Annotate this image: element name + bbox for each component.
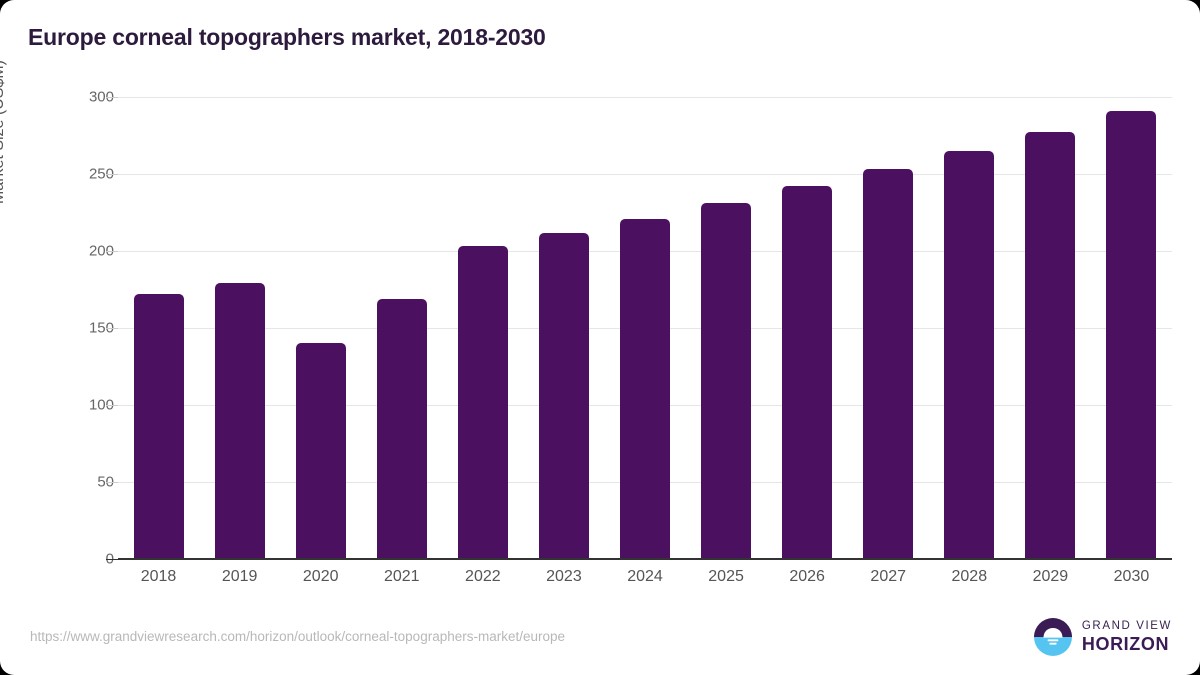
y-tick-label: 50 bbox=[97, 473, 114, 491]
logo-top-line: GRAND VIEW bbox=[1081, 619, 1172, 632]
x-tick-label: 2019 bbox=[221, 568, 258, 585]
bar[interactable] bbox=[457, 246, 508, 559]
bar[interactable] bbox=[133, 294, 184, 559]
x-tick-label: 2029 bbox=[1032, 568, 1069, 585]
bar[interactable] bbox=[214, 283, 265, 559]
y-tick-mark bbox=[106, 251, 118, 252]
x-tick-label: 2020 bbox=[302, 568, 339, 585]
x-tick-label: 2025 bbox=[708, 568, 744, 585]
y-tick-mark bbox=[106, 174, 118, 175]
y-tick-mark bbox=[106, 328, 118, 329]
x-tick-label: 2026 bbox=[789, 568, 825, 585]
y-tick-mark bbox=[106, 97, 118, 98]
gridline bbox=[118, 174, 1172, 175]
x-tick-label: 2028 bbox=[951, 568, 988, 585]
logo-text: GRAND VIEW HORIZON bbox=[1081, 619, 1172, 655]
y-tick-label: 250 bbox=[88, 165, 114, 183]
x-axis-line bbox=[118, 558, 1172, 560]
bar[interactable] bbox=[782, 186, 833, 559]
source-url[interactable]: https://www.grandviewresearch.com/horizo… bbox=[30, 629, 566, 644]
y-axis-title: Market Size (US$M) bbox=[0, 59, 7, 205]
y-tick-label: 100 bbox=[88, 396, 114, 414]
bars-layer bbox=[118, 97, 1172, 559]
horizon-mark-icon bbox=[1033, 618, 1072, 656]
x-tick-label: 2021 bbox=[383, 568, 420, 585]
x-tick-label: 2024 bbox=[627, 568, 663, 585]
logo-bottom-line: HORIZON bbox=[1081, 634, 1170, 655]
bar[interactable] bbox=[620, 218, 670, 559]
bar[interactable] bbox=[1106, 110, 1157, 559]
bar[interactable] bbox=[944, 150, 995, 559]
bar[interactable] bbox=[863, 169, 914, 559]
bar[interactable] bbox=[701, 203, 752, 559]
y-tick-label: 150 bbox=[88, 319, 114, 337]
y-tick-label: 0 bbox=[105, 550, 114, 568]
y-tick-label: 300 bbox=[88, 88, 114, 106]
page-title: Europe corneal topographers market, 2018… bbox=[28, 24, 546, 50]
bar[interactable] bbox=[376, 298, 427, 559]
gridline bbox=[118, 97, 1172, 98]
y-tick-mark bbox=[106, 559, 118, 560]
x-tick-label: 2022 bbox=[465, 568, 501, 585]
y-tick-label: 200 bbox=[88, 242, 114, 260]
x-tick-label: 2027 bbox=[870, 568, 907, 585]
plot-area bbox=[118, 97, 1172, 559]
brand-logo: GRAND VIEW HORIZON bbox=[1033, 617, 1172, 657]
y-tick-mark bbox=[106, 482, 118, 483]
y-tick-mark bbox=[106, 405, 118, 406]
x-tick-label: 2030 bbox=[1113, 568, 1150, 585]
x-tick-label: 2018 bbox=[140, 568, 177, 585]
bar[interactable] bbox=[1025, 132, 1076, 559]
x-tick-label: 2023 bbox=[546, 568, 582, 585]
bar[interactable] bbox=[295, 343, 346, 559]
bar[interactable] bbox=[538, 232, 589, 559]
